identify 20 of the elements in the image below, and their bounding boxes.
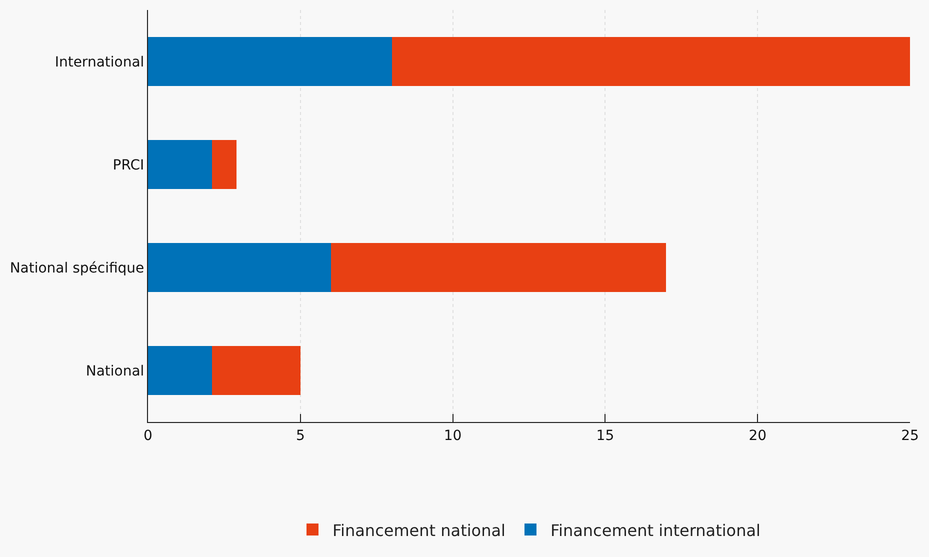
bar bbox=[148, 242, 331, 292]
bar bbox=[148, 140, 212, 190]
y-tick-label: National bbox=[86, 363, 144, 380]
bar bbox=[392, 36, 910, 86]
y-tick-label: International bbox=[54, 54, 144, 70]
legend-label: Financement international bbox=[550, 520, 760, 540]
x-tick-label: 15 bbox=[596, 428, 614, 444]
x-tick-label: 0 bbox=[144, 428, 152, 444]
legend-label: Financement national bbox=[332, 520, 506, 540]
bar bbox=[148, 36, 392, 86]
x-tick-label: 10 bbox=[444, 428, 462, 444]
bar bbox=[330, 242, 666, 292]
x-tick-label: 5 bbox=[296, 428, 305, 444]
y-tick-label: National spécifique bbox=[10, 260, 144, 276]
x-tick-label: 25 bbox=[901, 428, 919, 444]
y-tick-label: PRCI bbox=[112, 157, 144, 174]
bar bbox=[212, 346, 300, 396]
bar bbox=[148, 346, 212, 396]
bar bbox=[212, 140, 236, 190]
x-tick-label: 20 bbox=[748, 428, 767, 444]
